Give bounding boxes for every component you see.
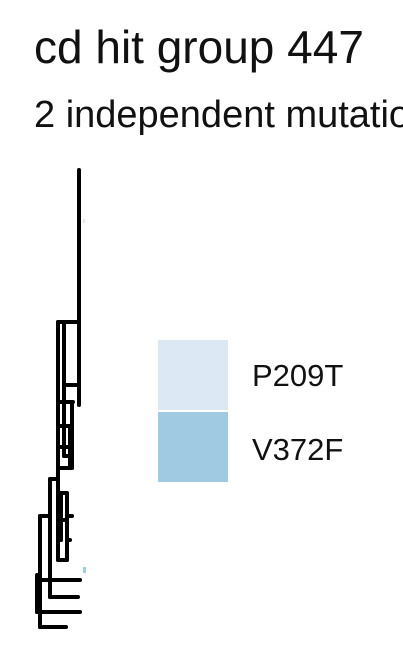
legend-label-p209t: P209T: [252, 358, 344, 393]
legend-swatch-v372f: [158, 412, 228, 482]
legend-swatch-p209t: [158, 340, 228, 410]
tree-tip-marker-light: [83, 219, 85, 223]
legend-label-v372f: V372F: [252, 432, 344, 467]
tree-tip-marker-blue: [83, 567, 86, 573]
plot-subtitle: 2 independent mutations: [34, 94, 403, 136]
plot-title: cd hit group 447: [34, 21, 364, 73]
